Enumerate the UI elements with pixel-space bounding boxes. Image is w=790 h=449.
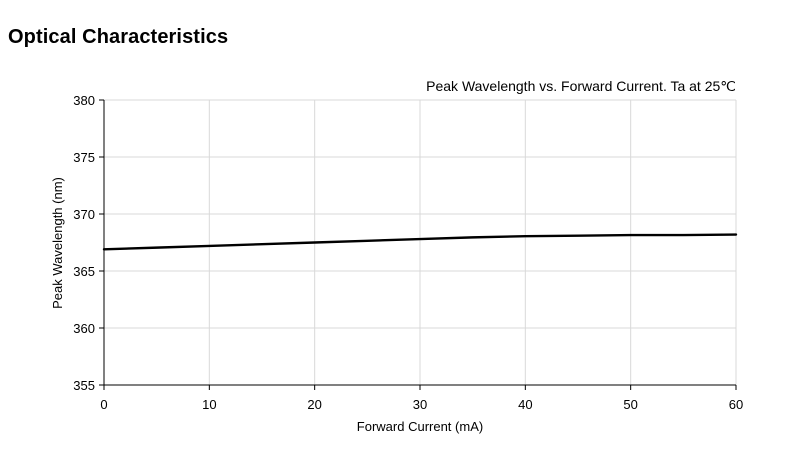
y-tick-label-2: 365 xyxy=(73,264,95,279)
x-tick-label-0: 0 xyxy=(100,397,107,412)
x-tick-label-2: 20 xyxy=(307,397,321,412)
y-tick-label-0: 355 xyxy=(73,378,95,393)
x-tick-label-1: 10 xyxy=(202,397,216,412)
x-tick-label-5: 50 xyxy=(623,397,637,412)
page-title: Optical Characteristics xyxy=(8,26,229,48)
y-tick-label-3: 370 xyxy=(73,207,95,222)
x-tick-label-3: 30 xyxy=(413,397,427,412)
x-tick-label-6: 60 xyxy=(729,397,743,412)
axes xyxy=(99,99,737,390)
y-axis-label: Peak Wavelength (nm) xyxy=(50,177,65,309)
y-tick-labels: 355 360 365 370 375 380 xyxy=(73,93,95,393)
series-group xyxy=(102,233,738,251)
series-line-0 xyxy=(102,233,738,251)
y-tick-label-1: 360 xyxy=(73,321,95,336)
y-tick-label-5: 380 xyxy=(73,93,95,108)
x-axis-label: Forward Current (mA) xyxy=(357,419,483,434)
grid xyxy=(104,99,737,385)
x-tick-label-4: 40 xyxy=(518,397,532,412)
x-tick-labels: 0 10 20 30 40 50 60 xyxy=(100,397,743,412)
y-tick-label-4: 375 xyxy=(73,150,95,165)
chart-title: Peak Wavelength vs. Forward Current. Ta … xyxy=(426,78,736,94)
